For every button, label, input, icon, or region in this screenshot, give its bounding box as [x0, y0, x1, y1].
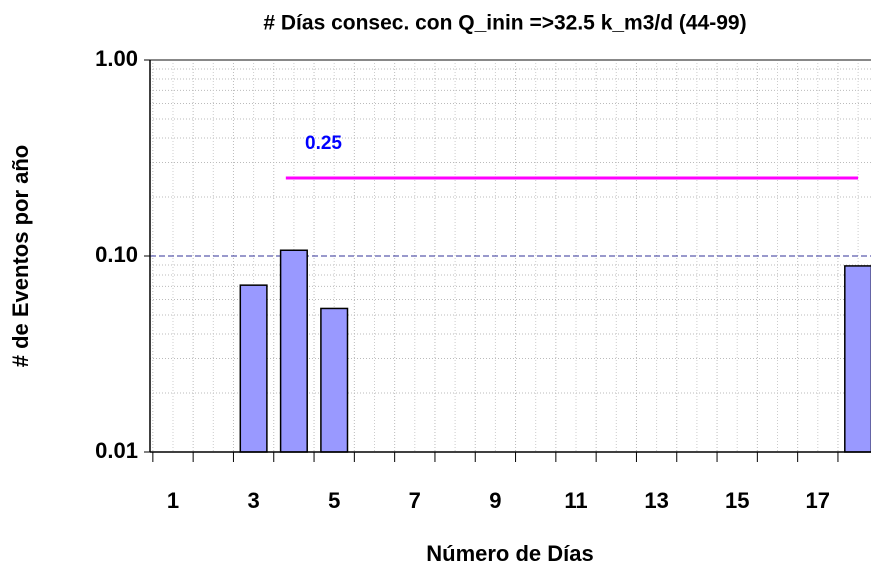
bar: [279, 249, 308, 453]
y-tick-label: 1.00: [95, 46, 138, 71]
x-tick-label: 13: [644, 488, 668, 513]
y-axis-label: # de Eventos por año: [8, 145, 33, 368]
x-tick-label: 11: [564, 488, 587, 513]
x-tick-label: 7: [409, 488, 421, 513]
x-tick-label: 15: [725, 488, 749, 513]
x-tick-label: 5: [328, 488, 340, 513]
chart-title: # Días consec. con Q_inin =>32.5 k_m3/d …: [263, 12, 746, 35]
y-tick-label: 0.10: [95, 242, 138, 267]
bar: [844, 265, 871, 453]
bar: [239, 284, 268, 453]
x-tick-label: 3: [247, 488, 259, 513]
reference-label: 0.25: [305, 133, 342, 154]
x-tick-label: 17: [806, 488, 830, 513]
bar: [320, 307, 349, 453]
y-tick-label: 0.01: [95, 438, 138, 463]
x-tick-label: 9: [489, 488, 501, 513]
x-axis-label: Número de Días: [426, 541, 594, 566]
x-tick-label: 1: [167, 488, 179, 513]
